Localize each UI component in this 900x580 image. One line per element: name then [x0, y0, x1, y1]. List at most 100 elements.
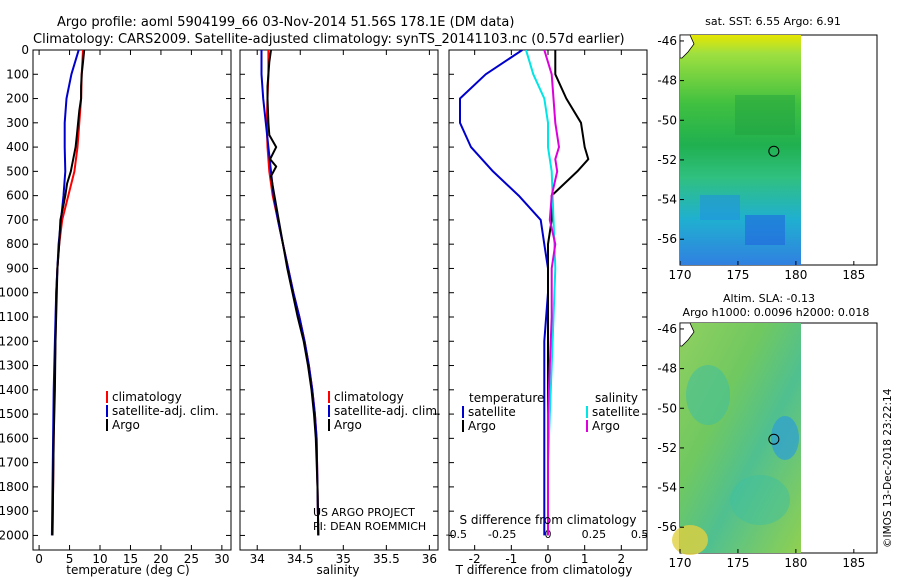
y-tick-label: 200 [6, 92, 29, 106]
legend-swatch-satellite [328, 405, 330, 417]
y-tick-label: 1900 [0, 504, 29, 518]
x-tick-label: 35.5 [373, 552, 400, 566]
legend-label-satellite: satellite-adj. clim. [334, 404, 441, 418]
legend-title-temperature: temperature [469, 391, 544, 405]
top-x-tick-label: 0.25 [582, 528, 607, 541]
y-tick-label: 1300 [0, 359, 29, 373]
legend-label-argo: Argo [334, 418, 362, 432]
y-tick-label: 700 [6, 213, 29, 227]
y-tick-label: 1700 [0, 456, 29, 470]
difference-lines [459, 50, 590, 536]
legend-swatch-climatology [106, 391, 108, 403]
y-tick-label: 1500 [0, 407, 29, 421]
y-tick-label: 500 [6, 164, 29, 178]
x-tick-label: 1 [581, 552, 589, 566]
sst-map-title: sat. SST: 6.55 Argo: 6.91 [705, 15, 841, 28]
legend-swatch-argo [106, 419, 108, 431]
y-tick-label: 2000 [0, 528, 29, 542]
map-y-tick-label: -50 [657, 113, 677, 127]
legend-swatch-temp-argo [462, 420, 464, 432]
x-tick-label: 15 [123, 552, 138, 566]
map-x-tick-label: 185 [842, 556, 865, 570]
x-tick-label: 35 [336, 552, 351, 566]
x-tick-label: 0 [35, 552, 43, 566]
x-tick-label: 34 [250, 552, 265, 566]
sst-heatmap [679, 34, 801, 265]
x-tick-label: 25 [184, 552, 199, 566]
map-y-tick-label: -48 [657, 362, 677, 376]
legend-swatch-temp-satellite [462, 406, 464, 418]
map-x-tick-label: 175 [726, 556, 749, 570]
map-x-tick-label: 180 [784, 268, 807, 282]
map-y-tick-label: -56 [657, 520, 677, 534]
difference-legend: temperature satellite Argo salinity sate… [462, 391, 640, 433]
legend-label-sal-satellite: satellite [592, 405, 640, 419]
y-tick-label: 1800 [0, 480, 29, 494]
sla-heatmap [672, 322, 801, 555]
map-y-tick-label: -48 [657, 74, 677, 88]
temperature-lines [50, 50, 86, 536]
x-tick-label: -1 [505, 552, 517, 566]
x-tick-label: 5 [66, 552, 74, 566]
legend-label-satellite: satellite-adj. clim. [112, 404, 219, 418]
pi-credit: PI: DEAN ROEMMICH [313, 520, 426, 533]
legend-swatch-argo [328, 419, 330, 431]
legend-label-climatology: climatology [112, 390, 182, 404]
series-line-argo [51, 50, 86, 536]
y-tick-label: 1400 [0, 383, 29, 397]
depth-axis: 0 100 200 300 400 500 600 700 800 900 1000 1100 1200… [0, 43, 647, 542]
sla-map-subtitle: Argo h1000: 0.0096 h2000: 0.018 [683, 306, 870, 319]
project-credit: US ARGO PROJECT [313, 506, 415, 519]
series-line-salinity-argo [543, 50, 560, 536]
x-tick-label: -2 [469, 552, 481, 566]
y-tick-label: 400 [6, 140, 29, 154]
y-tick-label: 0 [21, 43, 29, 57]
series-line-temperature-argo [547, 50, 590, 536]
temperature-panel [32, 49, 232, 551]
y-tick-label: 1600 [0, 431, 29, 445]
sla-low-patch [771, 416, 799, 460]
x-tick-label: 30 [214, 552, 229, 566]
legend-swatch-sal-satellite [586, 406, 588, 418]
x-tick-label: 10 [92, 552, 107, 566]
legend-label-temp-satellite: satellite [468, 405, 516, 419]
map-y-tick-label: -52 [657, 441, 677, 455]
sla-high-patch [672, 525, 708, 555]
y-tick-label: 100 [6, 67, 29, 81]
x-tick-label: 20 [153, 552, 168, 566]
y-tick-label: 1000 [0, 286, 29, 300]
y-tick-label: 1200 [0, 334, 29, 348]
map-y-tick-label: -50 [657, 401, 677, 415]
salinity-panel [239, 49, 439, 551]
map-y-tick-label: -54 [657, 481, 677, 495]
sla-low-patch [686, 365, 730, 425]
sst-cold-patch [700, 195, 740, 220]
sla-map-title: Altim. SLA: -0.13 [723, 292, 815, 305]
map-x-tick-label: 175 [726, 268, 749, 282]
figure-subtitle: Climatology: CARS2009. Satellite-adjuste… [33, 32, 625, 47]
temperature-xlabel: temperature (deg C) [66, 563, 189, 577]
map-x-tick-label: 170 [669, 556, 692, 570]
legend-label-argo: Argo [112, 418, 140, 432]
legend-label-sal-argo: Argo [592, 419, 620, 433]
map-y-tick-label: -56 [657, 232, 677, 246]
sla-low-patch [730, 475, 790, 525]
imos-credit: ©IMOS 13-Dec-2018 23:22:14 [882, 388, 894, 548]
figure-title: Argo profile: aoml 5904199_66 03-Nov-201… [57, 15, 514, 30]
legend-swatch-sal-argo [586, 420, 588, 432]
difference-xlabel: T difference from climatology [455, 563, 633, 577]
x-tick-label: 36 [422, 552, 437, 566]
legend-swatch-climatology [328, 391, 330, 403]
salinity-lines [260, 50, 320, 536]
y-tick-label: 800 [6, 237, 29, 251]
map-y-tick-label: -54 [657, 193, 677, 207]
sst-cold-patch [745, 215, 785, 245]
series-line-temperature-satellite [459, 50, 549, 536]
sla-map-axes: 170 175 180 185 -46 -48 -50 -52 -54 -56 [657, 322, 865, 570]
y-tick-label: 900 [6, 261, 29, 275]
x-tick-label: 0 [544, 552, 552, 566]
top-x-tick-label: -0.25 [488, 528, 516, 541]
sst-map-axes: 170 175 180 185 -46 -48 -50 -52 -54 -56 [657, 34, 865, 282]
map-x-tick-label: 185 [842, 268, 865, 282]
